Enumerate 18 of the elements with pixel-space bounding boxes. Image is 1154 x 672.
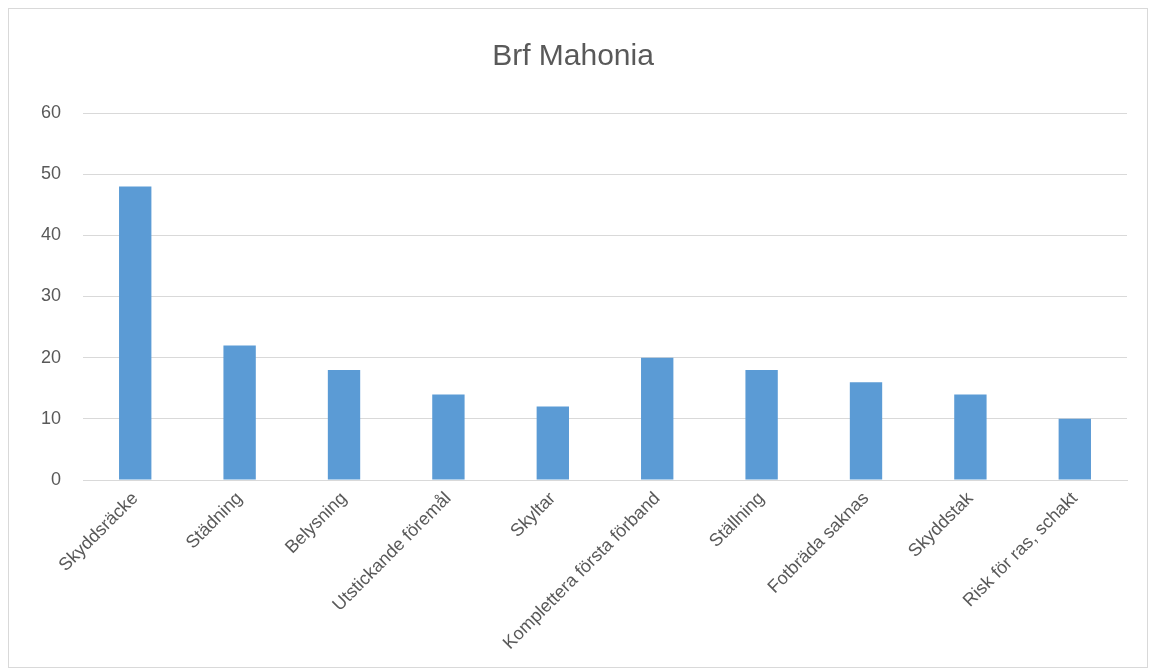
bar — [327, 369, 361, 480]
y-tick-label: 30 — [40, 285, 62, 306]
bar — [954, 394, 987, 480]
y-tick-label: 10 — [40, 407, 62, 428]
y-tick-label: 40 — [40, 224, 62, 245]
chart-title: Brf Mahonia — [492, 38, 655, 72]
bar — [223, 345, 256, 480]
y-tick-label: 20 — [40, 346, 62, 367]
bar — [641, 357, 674, 480]
bar — [536, 406, 569, 480]
bar — [1058, 418, 1091, 480]
bar — [745, 369, 778, 480]
y-tick-label: 60 — [40, 101, 62, 122]
bar — [119, 186, 152, 480]
bar — [432, 394, 465, 480]
y-tick-label: 0 — [51, 469, 62, 489]
bar — [849, 382, 883, 480]
y-tick-label: 50 — [40, 163, 62, 184]
